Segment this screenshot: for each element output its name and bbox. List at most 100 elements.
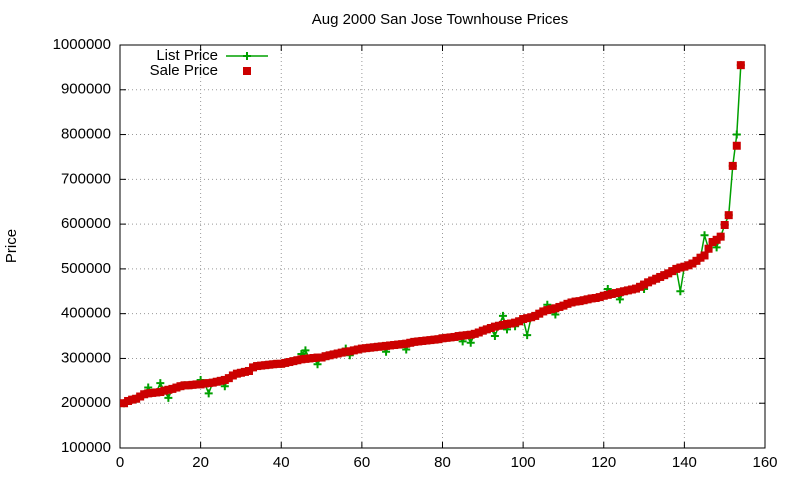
point-marker xyxy=(297,355,306,364)
point-marker xyxy=(406,338,415,347)
point-marker xyxy=(611,289,620,298)
point-marker xyxy=(438,334,447,343)
point-marker xyxy=(712,243,721,252)
point-marker xyxy=(732,141,741,150)
point-marker xyxy=(632,284,640,293)
point-marker xyxy=(692,256,701,265)
point-marker xyxy=(188,380,197,389)
point-marker xyxy=(478,326,487,335)
point-marker xyxy=(321,352,330,361)
point-marker xyxy=(148,388,157,397)
legend-swatch xyxy=(243,67,251,75)
point-marker xyxy=(708,238,717,247)
point-marker xyxy=(293,356,302,365)
point-marker xyxy=(519,315,528,324)
point-marker xyxy=(474,328,483,337)
x-tick-label: 80 xyxy=(434,454,451,471)
point-marker xyxy=(595,293,604,302)
y-tick-label: 500000 xyxy=(61,260,111,277)
point-marker xyxy=(494,321,503,330)
point-marker xyxy=(490,332,499,341)
point-marker xyxy=(305,354,314,363)
point-marker xyxy=(680,262,689,271)
point-marker xyxy=(345,347,354,356)
plot-frame xyxy=(119,44,766,449)
y-tick-label: 100000 xyxy=(61,439,111,456)
point-marker xyxy=(615,295,624,304)
point-marker xyxy=(539,307,548,316)
point-marker xyxy=(164,385,173,394)
point-marker xyxy=(273,359,282,368)
x-tick-label: 60 xyxy=(354,454,371,471)
x-tick-label: 120 xyxy=(591,454,616,471)
point-marker xyxy=(390,341,399,350)
x-tick-label: 20 xyxy=(192,454,209,471)
point-marker xyxy=(240,367,249,376)
point-marker xyxy=(349,346,358,355)
point-marker xyxy=(664,269,673,278)
point-marker xyxy=(120,399,129,408)
point-marker xyxy=(204,379,213,388)
point-marker xyxy=(559,301,568,310)
point-marker xyxy=(615,288,624,297)
point-marker xyxy=(140,390,149,399)
point-marker xyxy=(466,338,475,347)
point-marker xyxy=(382,341,391,350)
point-marker xyxy=(712,235,721,244)
point-marker xyxy=(583,295,592,304)
point-marker xyxy=(261,361,270,370)
point-marker xyxy=(422,336,431,345)
point-marker xyxy=(660,271,669,280)
x-tick-label: 40 xyxy=(273,454,290,471)
point-marker xyxy=(511,318,520,327)
point-marker xyxy=(281,358,290,367)
point-marker xyxy=(156,388,165,397)
point-marker xyxy=(361,344,370,353)
x-tick-label: 160 xyxy=(752,454,777,471)
point-marker xyxy=(490,322,499,331)
point-marker xyxy=(357,344,366,353)
point-marker xyxy=(249,363,258,372)
point-marker xyxy=(144,389,153,398)
series-line xyxy=(123,65,742,404)
point-marker xyxy=(503,319,511,328)
point-marker xyxy=(656,272,665,281)
point-marker xyxy=(277,359,286,368)
point-marker xyxy=(374,342,382,351)
point-marker xyxy=(132,394,141,403)
point-marker xyxy=(394,340,403,349)
point-marker xyxy=(257,361,266,370)
point-marker xyxy=(644,278,653,287)
point-marker xyxy=(724,211,733,220)
point-marker xyxy=(353,345,362,354)
point-marker xyxy=(619,287,628,296)
point-marker xyxy=(232,369,241,378)
point-marker xyxy=(434,335,443,344)
point-marker xyxy=(265,360,274,369)
point-marker xyxy=(555,302,564,311)
point-marker xyxy=(337,348,346,357)
point-marker xyxy=(668,267,677,276)
y-tick-label: 400000 xyxy=(61,305,111,322)
point-marker xyxy=(128,395,137,404)
point-marker xyxy=(587,294,596,303)
point-marker xyxy=(309,353,318,362)
point-marker xyxy=(498,311,507,320)
point-marker xyxy=(245,366,253,375)
point-marker xyxy=(236,368,245,377)
point-marker xyxy=(591,293,600,302)
point-marker xyxy=(329,350,338,359)
point-marker xyxy=(152,388,161,397)
point-marker xyxy=(289,357,298,366)
point-marker xyxy=(523,314,532,323)
point-marker xyxy=(684,261,693,270)
x-tick-label: 140 xyxy=(672,454,697,471)
point-marker xyxy=(156,379,165,388)
point-marker xyxy=(700,251,709,260)
y-tick-label: 900000 xyxy=(61,81,111,98)
point-marker xyxy=(498,320,507,329)
point-marker xyxy=(333,349,342,358)
point-marker xyxy=(454,332,463,341)
point-marker xyxy=(176,382,185,391)
point-marker xyxy=(728,161,737,170)
